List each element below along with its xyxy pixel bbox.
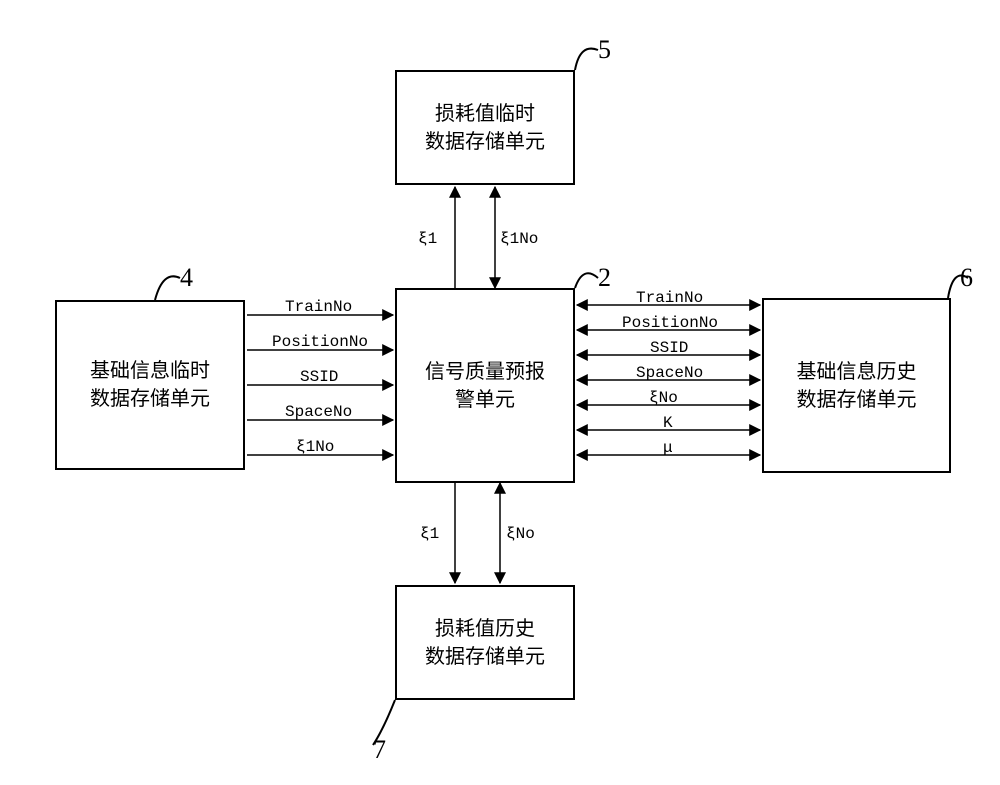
node-right-line1: 基础信息历史 bbox=[797, 358, 917, 386]
edge-right-7-label: μ bbox=[663, 439, 673, 457]
node-bottom-line2: 数据存储单元 bbox=[425, 643, 545, 671]
ref-4: 4 bbox=[180, 263, 193, 293]
node-left-line2: 数据存储单元 bbox=[90, 385, 210, 413]
node-center-line2: 警单元 bbox=[455, 386, 515, 414]
edge-left-1-label: TrainNo bbox=[285, 298, 352, 316]
edge-top-1-label: ξ1 bbox=[418, 230, 437, 248]
edge-right-4-label: SpaceNo bbox=[636, 364, 703, 382]
node-top-line2: 数据存储单元 bbox=[425, 128, 545, 156]
node-center-line1: 信号质量预报 bbox=[425, 358, 545, 386]
node-bottom: 损耗值历史 数据存储单元 bbox=[395, 585, 575, 700]
node-right: 基础信息历史 数据存储单元 bbox=[762, 298, 951, 473]
node-top-line1: 损耗值临时 bbox=[435, 100, 535, 128]
edge-left-3-label: SSID bbox=[300, 368, 338, 386]
node-bottom-line1: 损耗值历史 bbox=[435, 615, 535, 643]
ref-5: 5 bbox=[598, 35, 611, 65]
node-center: 信号质量预报 警单元 bbox=[395, 288, 575, 483]
ref-6: 6 bbox=[960, 263, 973, 293]
edge-left-4-label: SpaceNo bbox=[285, 403, 352, 421]
edge-right-3-label: SSID bbox=[650, 339, 688, 357]
node-left: 基础信息临时 数据存储单元 bbox=[55, 300, 245, 470]
edge-right-5-label: ξNo bbox=[649, 389, 678, 407]
edge-right-2-label: PositionNo bbox=[622, 314, 718, 332]
ref-7: 7 bbox=[373, 735, 386, 765]
node-left-line1: 基础信息临时 bbox=[90, 357, 210, 385]
edge-bottom-2-label: ξNo bbox=[506, 525, 535, 543]
ref-2: 2 bbox=[598, 263, 611, 293]
edge-top-2-label: ξ1No bbox=[500, 230, 538, 248]
edge-right-6-label: K bbox=[663, 414, 673, 432]
edge-bottom-1-label: ξ1 bbox=[420, 525, 439, 543]
edge-left-5-label: ξ1No bbox=[296, 438, 334, 456]
edge-right-1-label: TrainNo bbox=[636, 289, 703, 307]
edge-left-2-label: PositionNo bbox=[272, 333, 368, 351]
node-right-line2: 数据存储单元 bbox=[797, 386, 917, 414]
node-top: 损耗值临时 数据存储单元 bbox=[395, 70, 575, 185]
